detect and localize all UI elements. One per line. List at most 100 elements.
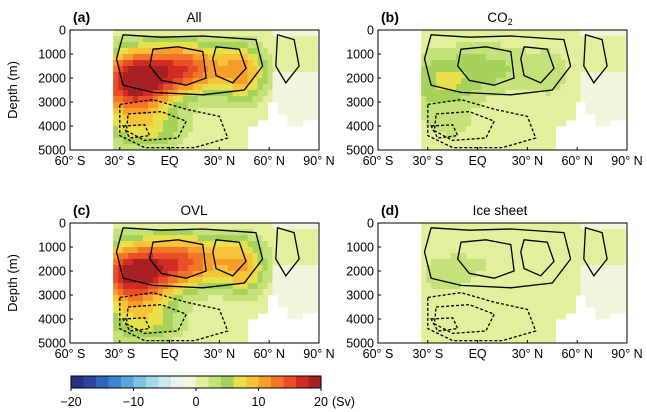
field-cell (262, 72, 268, 79)
field-cell (456, 102, 462, 109)
field-cell (441, 60, 447, 67)
field-cell (545, 289, 552, 296)
field-cell (297, 78, 303, 85)
field-cell (510, 84, 517, 91)
field-cell (510, 126, 517, 133)
field-cell (157, 241, 164, 248)
field-cell (237, 60, 244, 67)
field-cell (421, 126, 427, 133)
field-cell (167, 96, 174, 103)
field-cell (500, 229, 507, 236)
field-cell (138, 331, 144, 338)
field-cell (520, 96, 527, 103)
field-cell (495, 120, 502, 127)
field-cell (237, 283, 244, 290)
field-cell (247, 54, 253, 61)
contour-positive (583, 226, 608, 277)
field-cell (252, 102, 258, 109)
field-cell (515, 241, 522, 248)
field-cell (292, 295, 298, 302)
field-cell (212, 36, 219, 43)
field-cell (426, 126, 432, 133)
field-cell (187, 96, 194, 103)
field-cell (133, 30, 139, 37)
field-cell (182, 108, 189, 115)
field-cell (297, 54, 303, 61)
field-cell (297, 283, 303, 290)
field-cell (520, 271, 527, 278)
field-cell (585, 36, 591, 43)
field-cell (192, 319, 199, 326)
field-cell (217, 114, 224, 121)
field-cell (620, 84, 626, 91)
field-cell (485, 72, 492, 79)
field-cell (172, 319, 179, 326)
field-cell (535, 223, 542, 230)
field-cell (282, 229, 288, 236)
field-cell (570, 307, 576, 314)
field-cell (555, 60, 561, 67)
field-cell (312, 265, 318, 272)
field-cell (570, 259, 576, 266)
field-cell (530, 229, 537, 236)
field-cell (600, 223, 606, 230)
field-cell (182, 48, 189, 55)
field-cell (451, 144, 457, 151)
field-cell (595, 30, 601, 37)
field-cell (426, 108, 432, 115)
field-cell (272, 84, 278, 91)
field-cell (237, 96, 244, 103)
field-cell (600, 259, 606, 266)
field-cell (207, 138, 214, 145)
field-cell (525, 295, 532, 302)
field-cell (595, 36, 601, 43)
colorbar-swatch (133, 376, 147, 388)
field-cell (113, 313, 119, 320)
field-cell (312, 253, 318, 260)
field-cell (620, 42, 626, 49)
colorbar-swatch (283, 376, 297, 388)
field-cell (535, 229, 542, 236)
colorbar-swatch (196, 376, 209, 388)
field-cell (202, 42, 209, 49)
field-cell (451, 138, 457, 145)
field-cell (525, 259, 532, 266)
field-cell (580, 60, 586, 67)
field-cell (197, 307, 204, 314)
field-cell (421, 289, 427, 296)
colorbar-swatch (171, 376, 184, 388)
field-cell (212, 78, 219, 85)
field-cell (143, 114, 149, 121)
field-cell (282, 241, 288, 248)
field-cell (262, 265, 268, 272)
field-cell (277, 295, 283, 302)
field-cell (202, 337, 209, 344)
field-cell (162, 319, 169, 326)
field-cell (182, 331, 189, 338)
field-cell (148, 42, 154, 49)
field-cell (162, 30, 169, 37)
field-cell (426, 307, 432, 314)
field-cell (520, 114, 527, 121)
field-cell (470, 325, 477, 332)
field-cell (610, 90, 616, 97)
field-cell (520, 108, 527, 115)
field-cell (207, 36, 214, 43)
field-cell (222, 283, 229, 290)
field-cell (133, 90, 139, 97)
contour-positive (583, 33, 608, 84)
field-cell (247, 313, 253, 320)
field-cell (262, 54, 268, 61)
colorbar-swatch (121, 376, 134, 388)
field-cell (138, 120, 144, 127)
field-cell (133, 48, 139, 55)
field-cell (197, 229, 204, 236)
contour-positive (520, 46, 555, 84)
field-cell (490, 247, 497, 254)
field-cell (113, 235, 119, 242)
field-cell (620, 301, 626, 308)
field-cell (202, 283, 209, 290)
field-cell (465, 277, 472, 284)
field-cell (520, 84, 527, 91)
field-cell (456, 108, 462, 115)
